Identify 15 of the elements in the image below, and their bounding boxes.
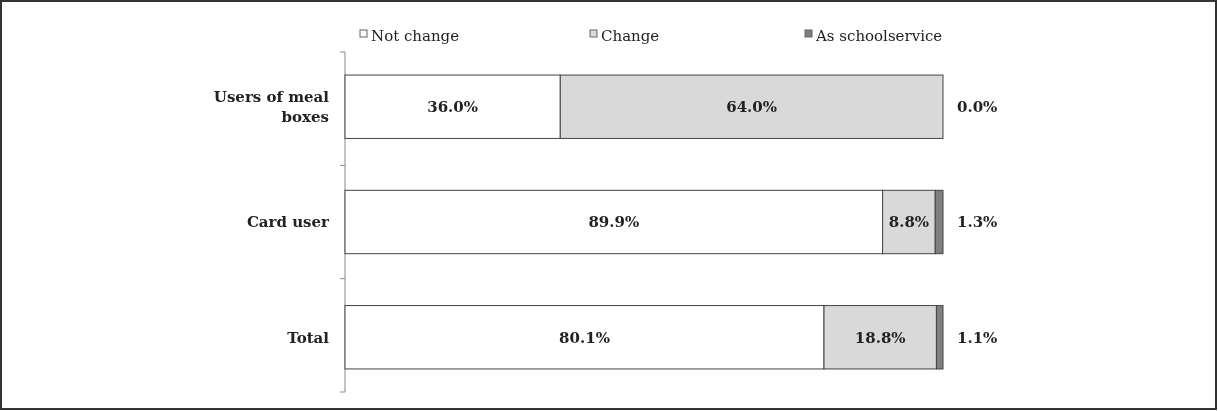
data-label: 64.0% <box>726 98 778 116</box>
y-tick-label: Users of meal boxes <box>213 88 330 126</box>
data-label: 89.9% <box>588 213 640 232</box>
data-label: 1.1% <box>957 328 998 347</box>
legend-label: As schoolservice <box>815 26 943 45</box>
data-label: 36.0% <box>427 98 479 116</box>
legend-label: Change <box>601 26 660 45</box>
y-tick-label: Total <box>287 328 330 347</box>
data-label: 0.0% <box>957 98 998 116</box>
data-label: 18.8% <box>854 328 906 347</box>
data-label: 1.3% <box>957 213 998 232</box>
text: Not change <box>371 26 460 45</box>
data-label: 8.8% <box>888 213 930 232</box>
y-tick-label: Card user <box>246 213 331 232</box>
data-label: 80.1% <box>559 328 610 347</box>
